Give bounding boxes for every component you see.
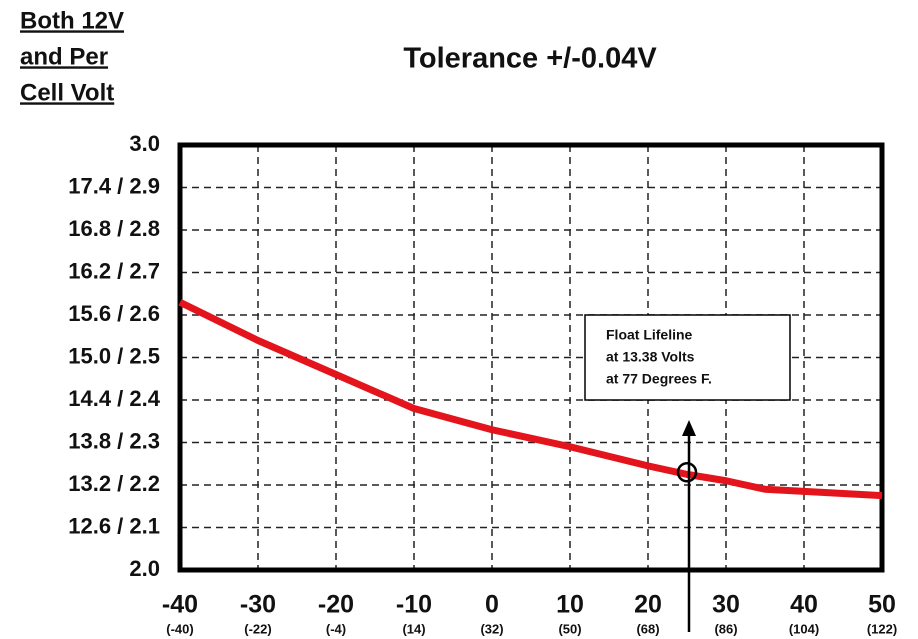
x-tick-sublabel: (-40) xyxy=(166,621,193,636)
highlight-marker xyxy=(676,462,698,483)
plot-frame xyxy=(177,142,885,573)
x-tick-label: 20 xyxy=(634,591,662,619)
x-tick-sublabel: (14) xyxy=(402,621,425,636)
annotation-box xyxy=(584,314,791,401)
annotation-arrowhead xyxy=(682,420,696,436)
x-tick-label: -40 xyxy=(162,591,198,619)
y-axis-label: and Per xyxy=(20,43,108,70)
x-tick-label: 30 xyxy=(712,591,740,619)
data-line xyxy=(178,299,883,500)
y-tick-label: 14.4 / 2.4 xyxy=(68,386,161,411)
x-tick-sublabel: (32) xyxy=(480,621,503,636)
x-tick-label: 50 xyxy=(868,591,896,619)
y-axis-label: Both 12V xyxy=(20,7,124,34)
x-tick-sublabel: (86) xyxy=(714,621,737,636)
x-tick-label: 0 xyxy=(485,591,499,619)
x-tick-label: -20 xyxy=(318,591,354,619)
x-tick-sublabel: (68) xyxy=(636,621,659,636)
y-axis-label: Cell Volt xyxy=(20,79,114,106)
y-tick-label: 15.6 / 2.6 xyxy=(68,301,160,326)
y-tick-label: 17.4 / 2.9 xyxy=(68,173,160,198)
y-tick-label: 13.8 / 2.3 xyxy=(68,428,160,453)
x-tick-sublabel: (-4) xyxy=(326,621,346,636)
x-tick-sublabel: (-22) xyxy=(244,621,271,636)
annotation-text: at 77 Degrees F. xyxy=(606,371,712,387)
y-tick-label: 3.0 xyxy=(129,131,160,156)
x-tick-sublabel: (122) xyxy=(867,621,897,636)
x-tick-label: -30 xyxy=(240,591,276,619)
annotation-text: Float Lifeline xyxy=(606,327,693,343)
y-tick-label: 13.2 / 2.2 xyxy=(68,471,160,496)
annotation-text: at 13.38 Volts xyxy=(606,349,695,365)
x-tick-sublabel: (104) xyxy=(789,621,819,636)
y-tick-label: 2.0 xyxy=(129,556,160,581)
y-tick-label: 16.2 / 2.7 xyxy=(68,258,160,283)
x-tick-sublabel: (50) xyxy=(558,621,581,636)
y-tick-label: 16.8 / 2.8 xyxy=(68,216,160,241)
x-tick-label: 40 xyxy=(790,591,818,619)
y-tick-label: 15.0 / 2.5 xyxy=(68,343,160,368)
chart-title: Tolerance +/-0.04V xyxy=(403,43,657,75)
x-tick-label: -10 xyxy=(396,591,432,619)
y-tick-label: 12.6 / 2.1 xyxy=(68,513,160,538)
x-tick-label: 10 xyxy=(556,591,584,619)
